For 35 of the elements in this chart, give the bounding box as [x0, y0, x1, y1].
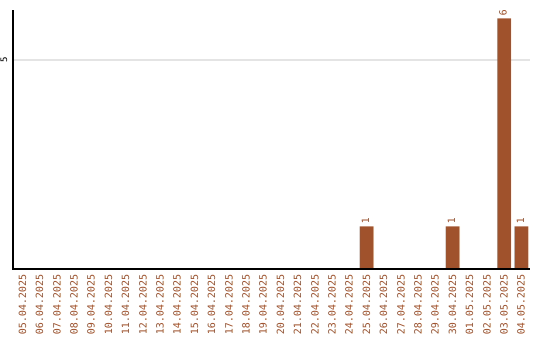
x-tick-label: 29.04.2025 [430, 274, 442, 334]
x-tick-label: 20.04.2025 [276, 274, 287, 334]
x-tick-label: 13.04.2025 [155, 274, 166, 334]
x-tick-label: 28.04.2025 [413, 274, 424, 334]
x-tick-label: 21.04.2025 [293, 274, 304, 334]
x-tick-label: 24.04.2025 [344, 274, 356, 334]
x-tick-label: 27.04.2025 [396, 274, 408, 334]
data-label: 1 [447, 217, 458, 224]
data-label: 1 [516, 217, 527, 224]
x-tick-label: 08.04.2025 [69, 274, 80, 334]
x-tick-label: 16.04.2025 [207, 274, 218, 334]
ref-line-label: 5 [0, 56, 10, 62]
x-tick-label: 09.04.2025 [86, 274, 98, 334]
x-tick-label: 23.04.2025 [327, 274, 338, 334]
data-label: 6 [498, 9, 510, 16]
x-tick-label: 19.04.2025 [258, 274, 270, 334]
x-tick-label: 15.04.2025 [190, 274, 201, 334]
x-tick-label: 11.04.2025 [121, 274, 132, 334]
x-tick-label: 26.04.2025 [379, 274, 390, 334]
x-tick-label: 18.04.2025 [241, 274, 252, 334]
x-tick-label: 02.05.2025 [482, 274, 494, 334]
data-label: 1 [361, 217, 372, 224]
x-tick-label: 05.04.2025 [18, 274, 29, 334]
x-tick-label: 06.04.2025 [35, 274, 46, 334]
x-tick-label: 12.04.2025 [138, 274, 150, 334]
x-tick-label: 17.04.2025 [224, 274, 236, 334]
x-tick-label: 04.05.2025 [516, 274, 528, 334]
x-tick-label: 25.04.2025 [362, 274, 373, 334]
x-tick-label: 01.05.2025 [465, 274, 476, 334]
x-tick-label: 03.05.2025 [499, 274, 510, 334]
x-tick-label: 10.04.2025 [104, 274, 115, 334]
x-tick-label: 07.04.2025 [52, 274, 64, 334]
x-tick-label: 30.04.2025 [448, 274, 459, 334]
x-tick-label: 22.04.2025 [310, 274, 322, 334]
x-tick-label: 14.04.2025 [172, 274, 184, 334]
